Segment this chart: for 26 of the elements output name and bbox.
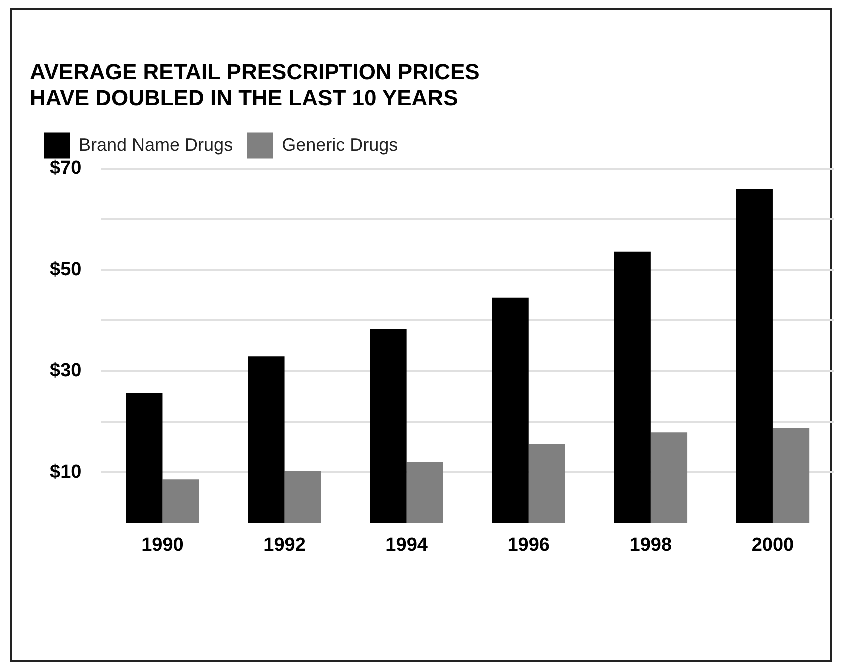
legend-label: Brand Name Drugs (79, 134, 234, 155)
bar (284, 471, 322, 524)
text: AVERAGE RETAIL PRESCRIPTION PRICES (30, 59, 480, 84)
x-tick-label: 1994 (386, 534, 428, 556)
y-tick-label: $10 (50, 462, 82, 483)
y-tick-label: $30 (50, 360, 82, 382)
bar (772, 428, 810, 524)
x-tick-label: 1992 (264, 534, 306, 556)
x-tick-label: 2000 (752, 534, 794, 556)
bar (162, 480, 200, 524)
bar (528, 444, 566, 524)
bar (248, 356, 285, 524)
bar (492, 298, 529, 524)
legend-label: Generic Drugs (282, 134, 398, 155)
bar (126, 393, 163, 524)
x-tick-label: 1996 (508, 534, 550, 556)
bar (736, 189, 773, 524)
bar (370, 329, 407, 524)
x-tick-label: 1990 (142, 534, 184, 556)
y-tick-label: $70 (50, 158, 82, 180)
bar (406, 462, 444, 524)
y-tick-label: $50 (50, 259, 82, 280)
x-tick-label: 1998 (630, 534, 672, 556)
bar (650, 432, 688, 524)
text: HAVE DOUBLED IN THE LAST 10 YEARS (30, 86, 458, 111)
bar (614, 252, 651, 524)
